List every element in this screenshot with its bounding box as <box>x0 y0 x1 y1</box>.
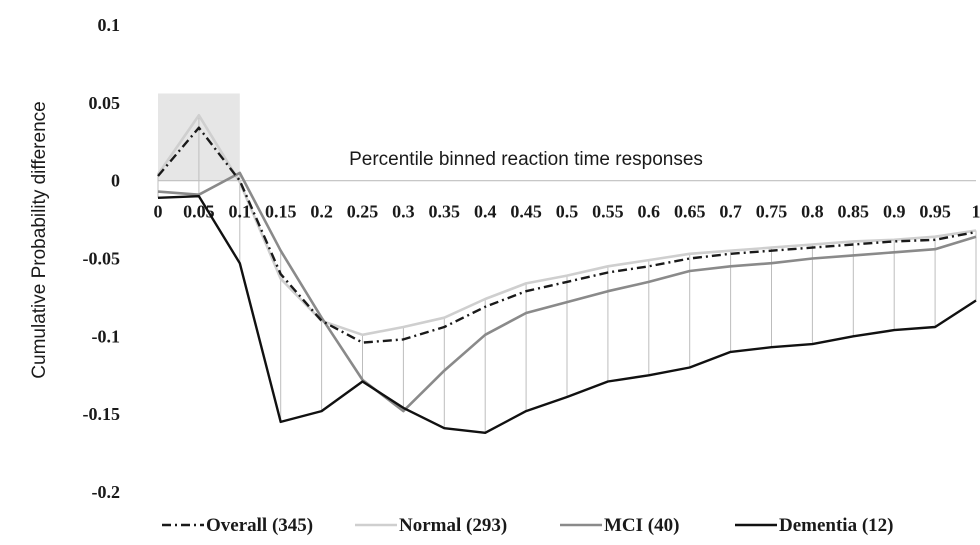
x-tick-label: 0.2 <box>310 202 333 222</box>
legend-label: Normal (293) <box>399 515 507 536</box>
x-tick-label: 0.25 <box>347 202 379 222</box>
x-tick-label: 0.45 <box>510 202 542 222</box>
x-axis-title: Percentile binned reaction time response… <box>349 149 703 170</box>
x-ticks: 0 0.05 0.1 0.15 0.2 0.25 0.3 0.35 0.4 0.45 0.5 0.55… <box>154 202 980 222</box>
y-tick-label: -0.05 <box>83 249 121 269</box>
series-line-1 <box>156 114 977 337</box>
y-tick-label: -0.15 <box>83 404 121 424</box>
x-tick-label: 0.5 <box>556 202 579 222</box>
x-tick-label: 0.8 <box>801 202 824 222</box>
x-tick-label: 0.6 <box>638 202 661 222</box>
legend-label: Overall (345) <box>206 515 313 536</box>
x-tick-label: 0.75 <box>756 202 788 222</box>
x-tick-label: 0.9 <box>883 202 906 222</box>
x-tick-label: 0 <box>154 202 163 222</box>
y-tick-label: -0.2 <box>92 482 121 502</box>
x-tick-label: 0.3 <box>392 202 415 222</box>
y-tick-label: 0 <box>111 171 120 191</box>
x-tick-label: 0.35 <box>429 202 461 222</box>
x-tick-label: 0.1 <box>229 202 252 222</box>
series-line-2 <box>157 171 977 413</box>
x-tick-label: 0.65 <box>674 202 706 222</box>
y-axis-title: Cumulative Probability difference <box>29 101 50 378</box>
y-tick-label: -0.1 <box>92 326 121 346</box>
x-tick-label: 1 <box>972 202 980 222</box>
y-tick-label: 0.05 <box>89 93 121 113</box>
series-line-3 <box>157 194 977 434</box>
x-tick-label: 0.7 <box>719 202 742 222</box>
x-tick-label: 0.05 <box>183 202 215 222</box>
legend-label: MCI (40) <box>604 515 679 536</box>
x-tick-label: 0.55 <box>592 202 624 222</box>
legend: Overall (345) Normal (293) MCI (40) Dementi… <box>162 515 894 536</box>
series-line-0 <box>157 126 977 344</box>
drop-lines <box>157 115 977 433</box>
series-lines <box>156 114 977 434</box>
x-tick-label: 0.95 <box>919 202 951 222</box>
x-tick-label: 0.4 <box>474 202 497 222</box>
x-tick-label: 0.15 <box>265 202 297 222</box>
y-tick-label: 0.1 <box>98 15 121 35</box>
legend-label: Dementia (12) <box>779 515 894 536</box>
y-ticks: 0.1 0.05 0 -0.05 -0.1 -0.15 -0.2 <box>83 15 121 502</box>
x-tick-label: 0.85 <box>838 202 870 222</box>
